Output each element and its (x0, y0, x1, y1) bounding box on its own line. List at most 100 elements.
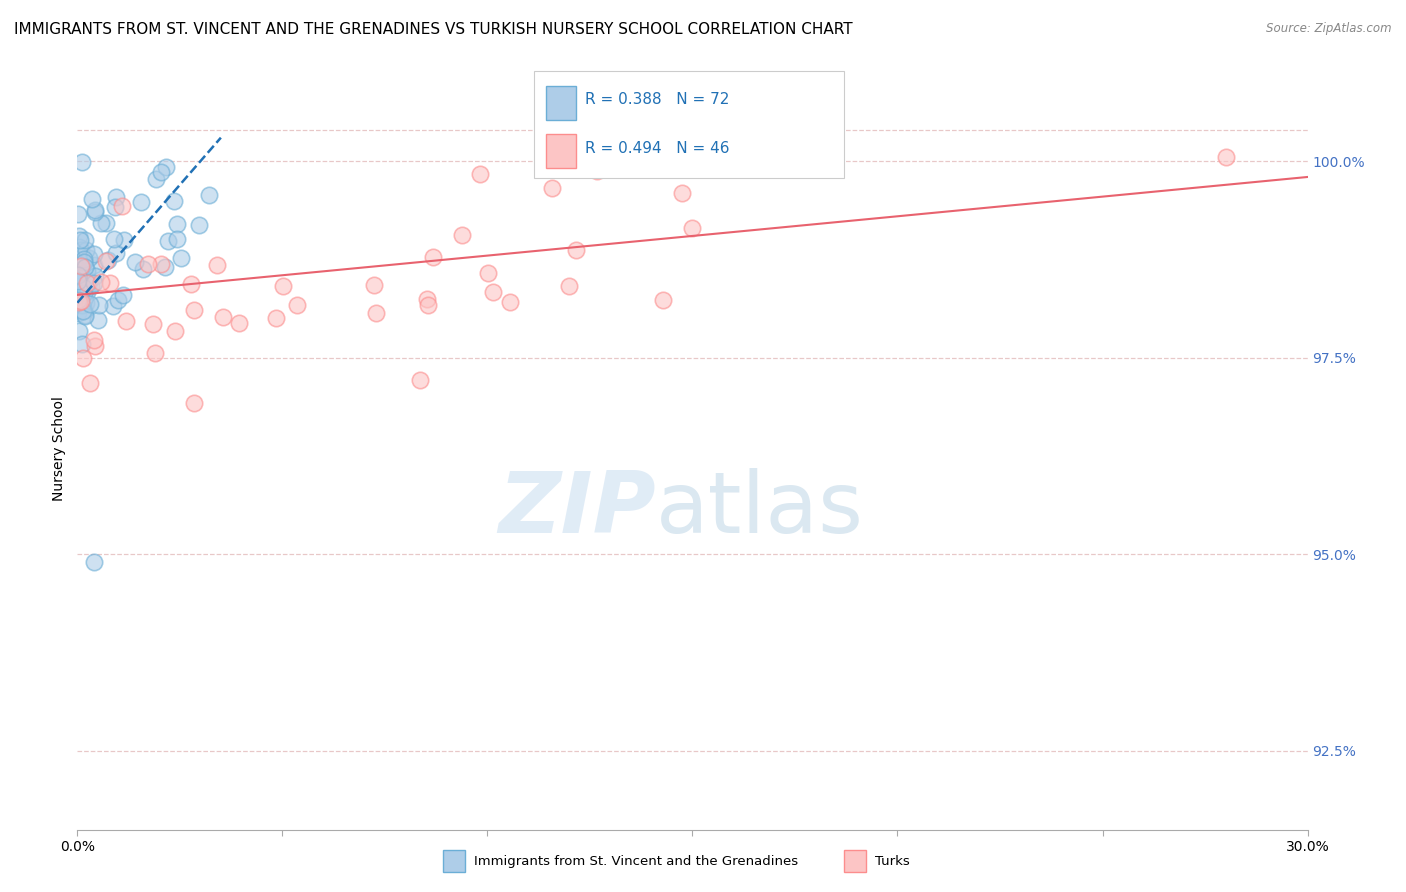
Point (145, 171, 167, 186)
Point (165, 324, 187, 338)
Point (101, 299, 124, 313)
Point (70, 155, 93, 169)
Point (105, 190, 128, 204)
Point (112, 233, 135, 247)
Point (422, 250, 444, 264)
Point (82, 192, 104, 206)
Point (103, 232, 125, 246)
Point (124, 254, 146, 268)
Point (150, 165, 173, 179)
Point (73, 286, 96, 301)
Point (67, 240, 90, 254)
Point (198, 188, 221, 202)
Point (166, 232, 188, 246)
Point (188, 218, 211, 232)
Point (416, 298, 439, 312)
Point (94, 216, 117, 230)
Point (80, 279, 103, 293)
Point (70, 294, 93, 309)
Point (72, 336, 94, 351)
Point (67, 228, 90, 243)
Point (84, 339, 107, 353)
Point (111, 288, 134, 302)
Point (157, 234, 180, 248)
Text: ZIP: ZIP (498, 467, 655, 550)
Point (67, 281, 90, 295)
Point (75, 243, 97, 257)
Text: R = 0.388   N = 72: R = 0.388 N = 72 (585, 92, 730, 107)
Point (111, 198, 134, 212)
Point (132, 262, 155, 277)
Point (67, 268, 90, 282)
Point (73, 254, 96, 268)
Point (79, 376, 101, 391)
Point (75, 309, 97, 323)
Point (105, 246, 128, 260)
Point (73, 310, 96, 324)
Point (70, 283, 93, 297)
Point (541, 181, 564, 195)
Point (73, 260, 96, 275)
Text: Immigrants from St. Vincent and the Grenadines: Immigrants from St. Vincent and the Gren… (474, 855, 799, 868)
Point (67, 252, 90, 267)
Point (75, 296, 97, 310)
Point (87, 313, 110, 327)
Point (72, 351, 94, 366)
Point (228, 317, 250, 331)
Point (98, 276, 121, 290)
Point (416, 292, 439, 306)
Point (69, 324, 91, 338)
Point (671, 186, 693, 200)
Point (565, 243, 588, 257)
Point (70, 298, 93, 312)
Point (69, 260, 91, 274)
Y-axis label: Nursery School: Nursery School (52, 396, 66, 500)
Point (90, 215, 112, 229)
Point (69, 233, 91, 247)
Point (67, 306, 90, 320)
Point (84, 205, 107, 219)
Point (73, 233, 96, 247)
Point (79, 297, 101, 311)
Point (183, 396, 205, 410)
Point (83, 333, 105, 347)
Point (73, 280, 96, 294)
Text: Source: ZipAtlas.com: Source: ZipAtlas.com (1267, 22, 1392, 36)
Point (115, 314, 138, 328)
Point (77, 251, 100, 265)
Point (67, 295, 90, 310)
Point (129, 194, 152, 209)
Point (84, 269, 107, 284)
Point (266, 310, 288, 325)
Point (76, 263, 98, 277)
Point (87, 298, 110, 312)
Point (67, 274, 90, 288)
Point (84, 203, 107, 218)
Point (651, 293, 673, 307)
Text: IMMIGRANTS FROM ST. VINCENT AND THE GRENADINES VS TURKISH NURSERY SCHOOL CORRELA: IMMIGRANTS FROM ST. VINCENT AND THE GREN… (14, 22, 852, 37)
Point (451, 227, 474, 242)
Point (1215, 150, 1237, 164)
Point (83, 276, 105, 290)
Point (470, 167, 492, 181)
Point (90, 275, 112, 289)
Point (143, 345, 166, 359)
Point (153, 260, 176, 275)
Point (149, 257, 172, 271)
Point (142, 318, 165, 332)
Point (477, 266, 499, 280)
Point (681, 221, 703, 235)
Point (180, 277, 202, 292)
Point (83, 258, 105, 272)
Point (70, 270, 93, 285)
Point (166, 217, 188, 231)
Point (70, 258, 93, 272)
Point (162, 194, 184, 209)
Point (76, 276, 98, 290)
Point (481, 285, 503, 299)
Point (271, 278, 294, 293)
Point (366, 306, 388, 320)
Point (585, 163, 607, 178)
Point (67, 293, 90, 307)
Point (72, 304, 94, 318)
